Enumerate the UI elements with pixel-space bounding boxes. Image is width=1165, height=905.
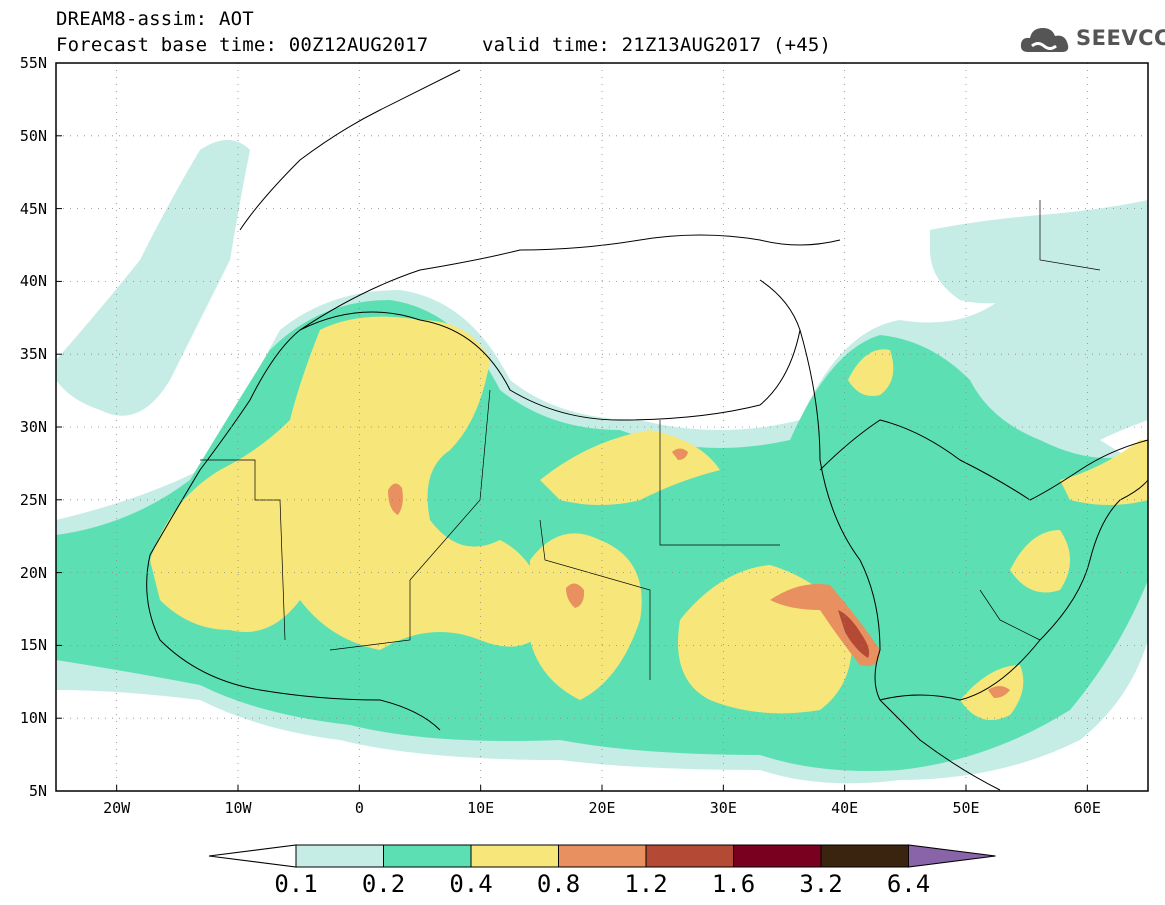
aot-band-0.4-iraq	[848, 349, 894, 396]
logo-text: SEEVCCC	[1076, 26, 1165, 50]
cloud-icon	[1020, 28, 1069, 52]
seevccc-logo: SEEVCCC	[1018, 22, 1165, 58]
lat-label: 25N	[19, 490, 47, 509]
lat-label: 10N	[19, 709, 47, 728]
aot-band-0.1-caspian	[930, 200, 1148, 304]
aot-band-0.4-oman	[1010, 530, 1070, 593]
aot-band-0.1-atlantic	[56, 140, 250, 416]
lat-label: 40N	[19, 272, 47, 291]
aot-band-0.8-mali	[388, 483, 403, 515]
lon-label: 40E	[831, 799, 859, 817]
colorbar-label: 0.4	[449, 870, 493, 898]
lon-label: 30E	[709, 799, 737, 817]
lat-label: 35N	[19, 345, 47, 364]
map-title: DREAM8-assim: AOT	[56, 8, 254, 30]
colorbar-label: 3.2	[799, 870, 843, 898]
lon-label: 10W	[224, 799, 252, 817]
colorbar-label: 6.4	[886, 870, 931, 898]
colorbar-label: 1.6	[711, 870, 756, 898]
graticule	[56, 62, 1148, 792]
lon-label: 0	[354, 799, 364, 817]
colorbar-label: 0.1	[274, 870, 318, 898]
aot-band-0.8-egypt	[672, 448, 688, 460]
axis-ticks	[56, 62, 1088, 792]
aot-band-0.8-yemen	[988, 686, 1010, 698]
aot-band-1.2-eritrea	[838, 610, 870, 658]
lon-label: 60E	[1073, 799, 1101, 817]
aot-band-0.4-libya	[540, 430, 720, 505]
lat-label: 50N	[19, 126, 47, 145]
lat-label: 5N	[28, 782, 47, 800]
aot-band-0.4-central	[530, 533, 642, 700]
lat-label: 20N	[19, 563, 47, 582]
aot-band-0.8-chad	[566, 583, 585, 608]
lat-label: 30N	[19, 418, 47, 436]
valid-time: valid time: 21Z13AUG2017 (+45)	[482, 34, 832, 56]
lon-label: 20E	[588, 799, 616, 817]
lat-label: 55N	[19, 54, 47, 72]
forecast-base-time: Forecast base time: 00Z12AUG2017	[56, 34, 429, 56]
lon-label: 20W	[103, 799, 131, 817]
lat-label: 15N	[19, 636, 47, 655]
lat-label: 45N	[19, 199, 47, 218]
aot-band-0.4-west	[150, 316, 550, 650]
coastlines	[146, 69, 1149, 791]
colorbar-label: 0.2	[361, 870, 406, 898]
colorbar-label: 1.2	[624, 870, 668, 898]
lon-label: 10E	[467, 799, 495, 817]
aot-band-0.4-gulf	[1060, 440, 1148, 505]
colorbar-label: 0.8	[536, 870, 581, 898]
lon-label: 50E	[952, 799, 980, 817]
aot-band-0.8-sudan	[770, 584, 880, 666]
country-borders	[200, 200, 1101, 680]
